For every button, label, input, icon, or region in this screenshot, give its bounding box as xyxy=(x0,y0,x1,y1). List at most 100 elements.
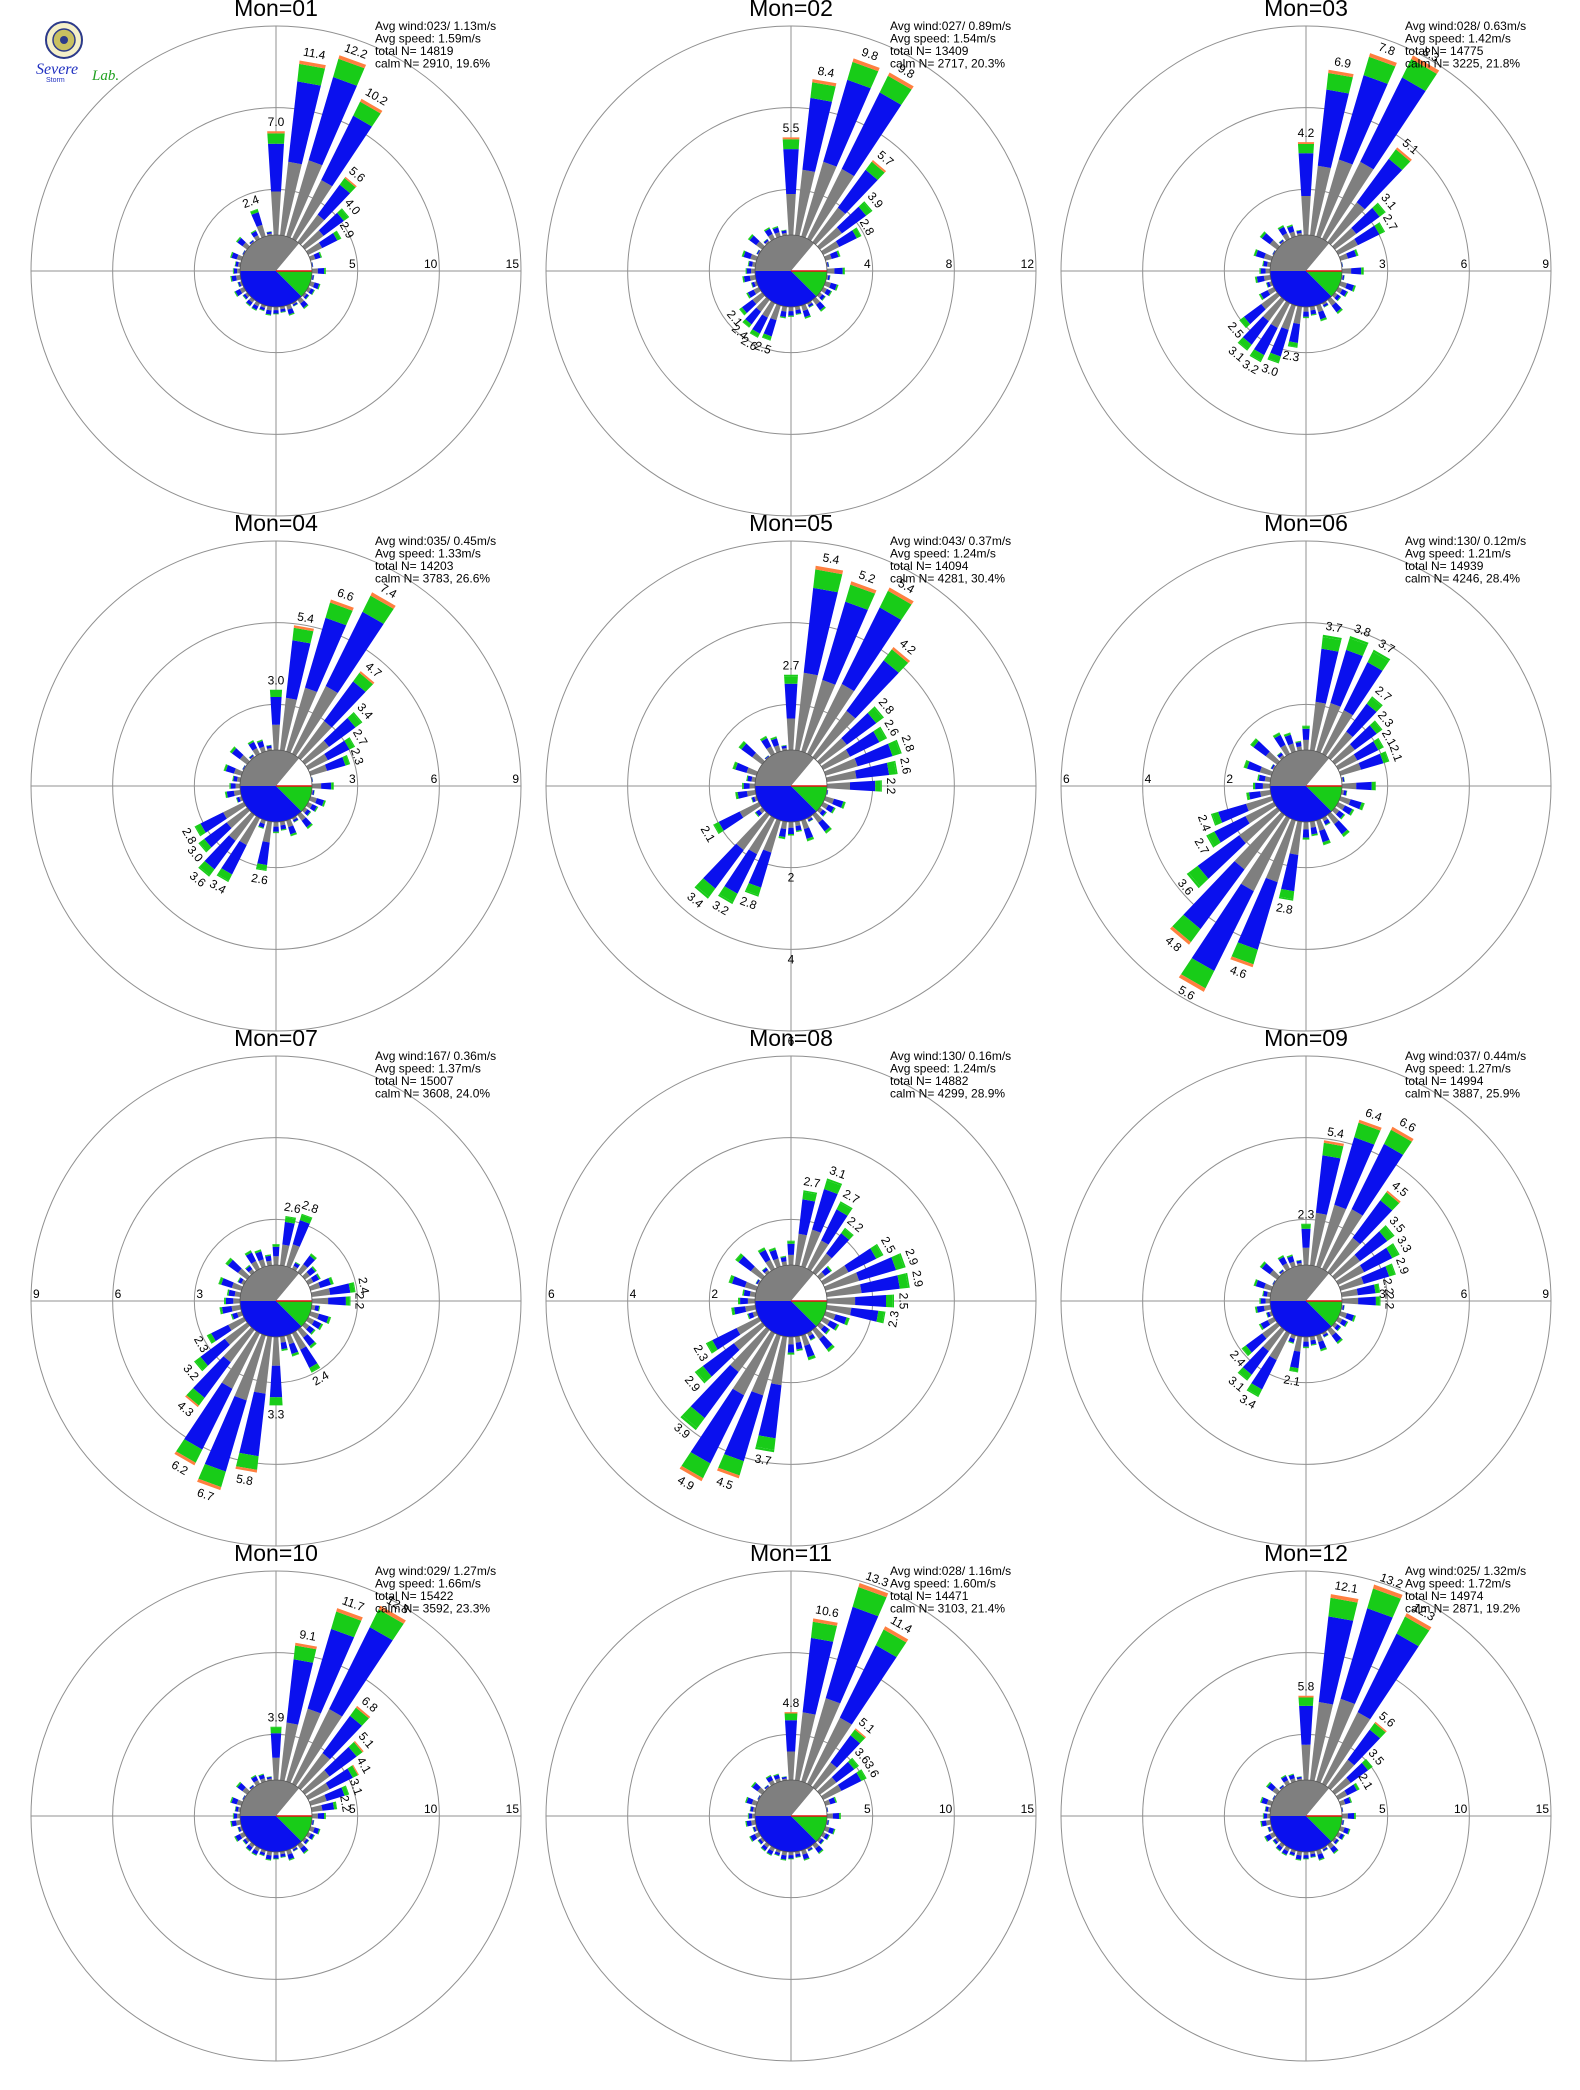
spoke-gray-0 xyxy=(787,719,795,751)
spoke-label-0: 2.7 xyxy=(783,659,800,673)
ring-label-5: 5 xyxy=(349,257,356,271)
spoke-tip-90 xyxy=(1375,782,1376,791)
spoke-gray-90 xyxy=(312,783,321,789)
spoke-gray-270 xyxy=(1263,783,1270,788)
spoke-blue-170 xyxy=(281,1342,288,1350)
spoke-label-200: 3.0 xyxy=(1260,361,1281,380)
spoke-label-20: 5.2 xyxy=(857,567,878,586)
spoke-green-270 xyxy=(738,1298,740,1305)
wind-rose-8: 2462.73.12.72.22.52.92.92.52.33.74.54.93… xyxy=(546,1025,1036,1546)
ring-label-9: 9 xyxy=(1542,257,1549,271)
spoke-green-270 xyxy=(224,1298,226,1305)
spoke-blue-0 xyxy=(785,684,798,719)
wind-rose-7: 3692.62.82.42.22.43.35.86.76.24.33.22.3M… xyxy=(31,1025,521,1546)
info-line-4: calm N= 2871, 19.2% xyxy=(1405,1602,1520,1616)
spoke-green-270 xyxy=(1260,268,1261,274)
ring-label-12: 12 xyxy=(1021,257,1035,271)
spoke-label-10: 6.9 xyxy=(1333,54,1352,71)
spoke-label-20: 3.1 xyxy=(828,1163,849,1182)
info-line-4: calm N= 2910, 19.6% xyxy=(375,57,490,71)
spoke-blue-90 xyxy=(1356,782,1372,790)
spoke-label-190: 2.1 xyxy=(1282,1372,1301,1389)
spoke-tip-0 xyxy=(784,675,798,677)
spoke-blue-0 xyxy=(268,144,284,192)
spoke-blue-180 xyxy=(1303,829,1309,837)
ring-label-6: 6 xyxy=(548,1287,555,1301)
ring-label-3: 3 xyxy=(349,772,356,786)
spoke-green-0 xyxy=(785,1714,798,1721)
spoke-gray-0 xyxy=(272,1758,279,1780)
spoke-gray-260 xyxy=(232,1305,242,1312)
spoke-gray-290 xyxy=(746,767,758,775)
spoke-green-90 xyxy=(1354,1813,1355,1819)
ring-label-4: 4 xyxy=(1145,772,1152,786)
spoke-green-0 xyxy=(1301,1225,1311,1229)
spoke-green-180 xyxy=(273,1859,278,1860)
spoke-gray-90 xyxy=(827,782,850,789)
chart-title: Mon=03 xyxy=(1264,0,1348,21)
ring-label-3: 3 xyxy=(196,1287,203,1301)
spoke-blue-150 xyxy=(300,1346,317,1368)
info-line-4: calm N= 3783, 26.6% xyxy=(375,572,490,586)
spoke-blue-180 xyxy=(270,1366,282,1398)
spoke-blue-110 xyxy=(834,1314,847,1324)
spoke-blue-180 xyxy=(1303,312,1309,317)
spoke-label-80: 2.2 xyxy=(337,1794,354,1813)
spoke-gray-270 xyxy=(748,1298,755,1303)
spoke-blue-260 xyxy=(738,791,748,799)
ring-label-10: 10 xyxy=(939,1802,953,1816)
ring-label-8: 8 xyxy=(946,257,953,271)
spoke-gray-180 xyxy=(272,1337,280,1366)
spoke-gray-0 xyxy=(1302,1745,1311,1780)
spoke-label-20: 6.6 xyxy=(335,585,356,604)
spoke-gray-90 xyxy=(1342,1298,1358,1305)
spoke-tip-90 xyxy=(350,1296,351,1305)
spoke-tip-180 xyxy=(269,1404,282,1405)
spoke-green-270 xyxy=(748,1813,749,1818)
ring-label-5: 5 xyxy=(1379,1802,1386,1816)
spoke-blue-0 xyxy=(785,1720,797,1751)
spoke-blue-270 xyxy=(234,268,237,273)
spoke-blue-100 xyxy=(850,1308,878,1322)
spoke-label-200: 4.5 xyxy=(714,1474,735,1493)
spoke-tip-90 xyxy=(893,1295,894,1308)
spoke-blue-170 xyxy=(796,825,802,831)
spoke-gray-80 xyxy=(1341,1289,1358,1297)
spoke-label-200: 6.7 xyxy=(195,1485,216,1504)
spoke-label-90: 2.2 xyxy=(1383,1293,1397,1310)
spoke-green-0 xyxy=(271,1728,282,1733)
ring-label-4: 4 xyxy=(630,1287,637,1301)
spoke-blue-90 xyxy=(833,1813,839,1819)
ring-label-5: 5 xyxy=(864,1802,871,1816)
spoke-gray-180 xyxy=(1303,1337,1308,1342)
spoke-label-250: 2.4 xyxy=(1195,813,1214,834)
spoke-gray-260 xyxy=(745,1305,756,1312)
spoke-label-0: 3.9 xyxy=(268,1711,285,1725)
spoke-blue-0 xyxy=(1299,1706,1313,1745)
spoke-label-20: 9.8 xyxy=(860,45,881,64)
spoke-blue-0 xyxy=(787,1244,794,1255)
spoke-green-180 xyxy=(788,834,794,835)
spoke-tip-0 xyxy=(787,1241,795,1242)
ring-label-6: 6 xyxy=(1461,1287,1468,1301)
spoke-blue-190 xyxy=(780,311,786,317)
spoke-blue-260 xyxy=(734,1306,746,1314)
spoke-gray-0 xyxy=(786,194,796,235)
spoke-blue-180 xyxy=(1303,1855,1308,1858)
spoke-label-20: 2.8 xyxy=(300,1198,321,1217)
ring-label-9: 9 xyxy=(1542,1287,1549,1301)
spoke-blue-190 xyxy=(1290,1351,1300,1369)
spoke-blue-90 xyxy=(318,1813,324,1819)
ring-label-15: 15 xyxy=(506,257,520,271)
wind-rose-10: 5 10 153.99.111.7 12.86.85.14.13.12.2Mon=10… xyxy=(31,1540,521,2061)
chart-title: Mon=10 xyxy=(234,1540,318,1566)
spoke-green-270 xyxy=(746,268,747,274)
ring-label-9: 9 xyxy=(512,772,519,786)
spoke-label-10: 2.6 xyxy=(283,1200,302,1217)
spoke-green-0 xyxy=(787,1241,795,1244)
ring-label-6: 6 xyxy=(1461,257,1468,271)
spoke-label-80: 2.9 xyxy=(909,1269,926,1288)
info-line-4: calm N= 4281, 30.4% xyxy=(890,572,1005,586)
spoke-green-90 xyxy=(346,1296,350,1305)
